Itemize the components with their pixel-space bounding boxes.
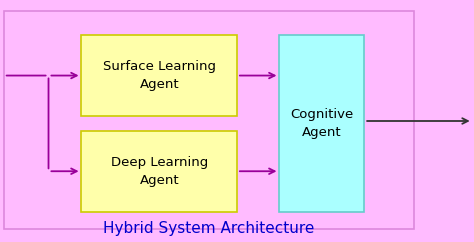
Text: Hybrid System Architecture: Hybrid System Architecture [103,221,314,236]
FancyBboxPatch shape [279,35,364,212]
FancyBboxPatch shape [4,11,414,229]
FancyBboxPatch shape [82,131,237,212]
Text: Cognitive
Agent: Cognitive Agent [290,108,354,139]
FancyBboxPatch shape [82,35,237,116]
Text: Surface Learning
Agent: Surface Learning Agent [103,60,216,91]
Text: Deep Learning
Agent: Deep Learning Agent [110,156,208,187]
